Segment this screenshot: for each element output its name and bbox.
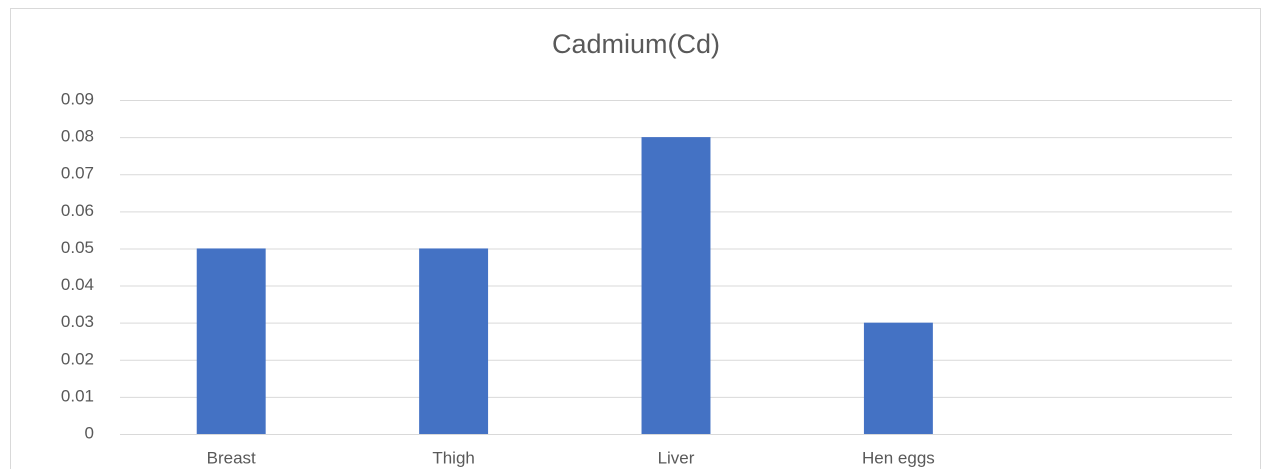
bar <box>196 248 266 434</box>
y-tick-label: 0.08 <box>61 127 94 146</box>
y-tick-label: 0.05 <box>61 238 94 257</box>
y-tick-label: 0.01 <box>61 386 94 405</box>
y-tick-label: 0.04 <box>61 275 94 294</box>
y-tick-label: 0.09 <box>61 89 94 108</box>
x-tick-label: Hen eggs <box>862 448 935 467</box>
chart-title: Cadmium(Cd) <box>552 29 720 59</box>
y-tick-label: 0.02 <box>61 349 94 368</box>
y-tick-label: 0.03 <box>61 312 94 331</box>
x-tick-label: Thigh <box>432 448 475 467</box>
y-tick-label: 0.06 <box>61 201 94 220</box>
x-tick-label: Breast <box>207 448 256 467</box>
bar <box>641 137 711 434</box>
y-tick-label: 0 <box>85 423 94 442</box>
bar <box>419 248 489 434</box>
x-tick-label: Liver <box>658 448 695 467</box>
bar <box>863 322 933 434</box>
y-tick-label: 0.07 <box>61 164 94 183</box>
